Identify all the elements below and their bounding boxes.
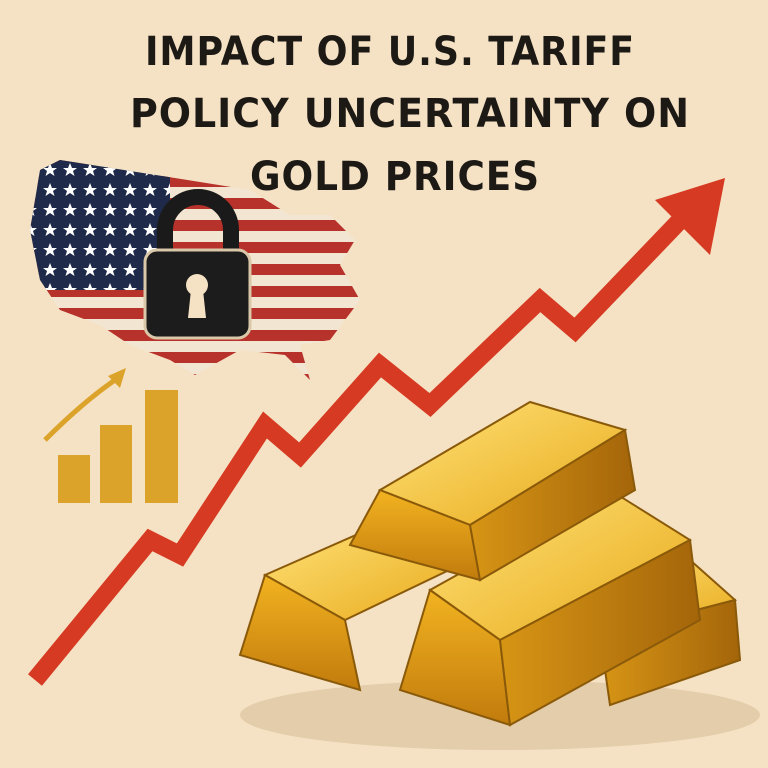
title-line: IMPACT OF U.S. TARIFF [145,29,635,75]
padlock [143,189,252,340]
title-line: GOLD PRICES [250,154,540,200]
growth-icon [43,368,178,503]
gold-bars [238,400,760,750]
title: IMPACT OF U.S. TARIFF POLICY UNCERTAINTY… [130,29,690,200]
rising-arrow [28,178,725,686]
title-line: POLICY UNCERTAINTY ON [130,91,690,137]
